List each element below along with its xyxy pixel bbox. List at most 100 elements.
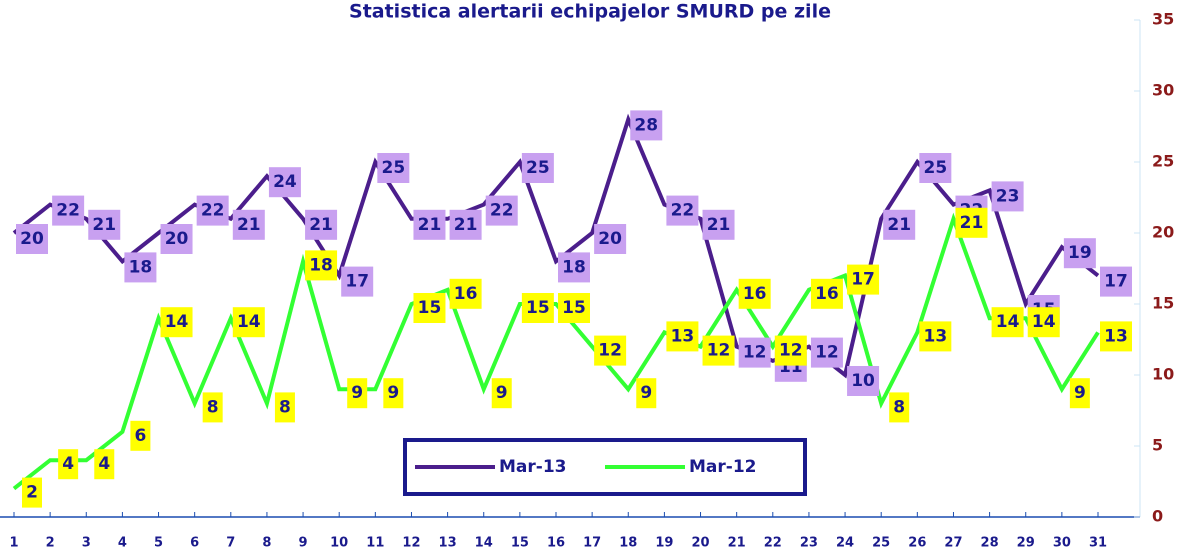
data-label: 12 <box>707 341 731 361</box>
data-label: 17 <box>1104 272 1128 292</box>
data-label: 15 <box>418 298 442 318</box>
data-label-box <box>160 224 193 254</box>
data-label-box <box>521 293 554 323</box>
x-tick-label: 25 <box>872 536 890 551</box>
data-label: 18 <box>309 255 333 275</box>
x-tick-label: 27 <box>944 536 962 551</box>
data-label-box <box>1069 378 1090 409</box>
data-label: 21 <box>960 213 984 233</box>
data-label-box <box>955 207 988 238</box>
x-tick-label: 7 <box>226 536 235 551</box>
data-label: 20 <box>20 229 44 249</box>
data-label-box <box>16 224 48 254</box>
data-label-box <box>558 293 590 323</box>
data-label-box <box>738 278 771 309</box>
y-tick-label: 20 <box>1152 223 1174 242</box>
data-label-box <box>991 307 1024 338</box>
data-label: 6 <box>134 426 146 446</box>
data-label-box <box>1100 266 1132 297</box>
data-label: 28 <box>634 115 658 135</box>
data-label: 8 <box>893 397 905 417</box>
data-label: 20 <box>598 229 622 249</box>
data-label-box <box>124 252 157 283</box>
data-label-box <box>666 195 699 226</box>
data-label-box <box>232 209 265 240</box>
data-label-box <box>485 195 518 226</box>
chart-title: Statistica alertarii echipajelor SMURD p… <box>349 1 831 23</box>
x-tick-label: 15 <box>511 536 529 551</box>
data-label-box <box>88 209 121 240</box>
data-label-box <box>383 378 404 409</box>
data-label-box <box>594 335 627 366</box>
data-label-box <box>1063 238 1096 269</box>
data-label: 18 <box>562 257 586 277</box>
data-label: 17 <box>851 270 875 290</box>
data-label-box <box>160 307 193 338</box>
data-label-box <box>341 266 374 297</box>
data-label-box <box>630 110 663 141</box>
x-tick-label: 6 <box>190 536 199 551</box>
data-label-box <box>268 167 301 198</box>
data-label: 25 <box>381 158 405 178</box>
data-label-box <box>1027 307 1060 338</box>
data-label-box <box>413 293 446 323</box>
data-label: 21 <box>887 215 911 235</box>
x-tick-label: 2 <box>46 536 55 551</box>
x-tick-label: 29 <box>1017 536 1035 551</box>
x-tick-label: 31 <box>1089 536 1107 551</box>
data-label: 22 <box>56 201 80 221</box>
data-label-box <box>94 449 115 480</box>
x-tick-label: 18 <box>619 536 637 551</box>
data-label-box <box>810 337 843 368</box>
data-label-box <box>991 181 1024 212</box>
data-label: 17 <box>345 272 369 292</box>
y-tick-label: 15 <box>1152 294 1174 313</box>
x-tick-label: 20 <box>691 536 709 551</box>
data-label-box <box>919 321 952 352</box>
data-label: 25 <box>923 158 947 178</box>
data-label-box <box>702 209 735 240</box>
x-tick-label: 26 <box>908 536 926 551</box>
x-tick-label: 5 <box>154 536 163 551</box>
data-label: 22 <box>671 201 695 221</box>
x-tick-label: 13 <box>439 536 457 551</box>
y-tick-label: 10 <box>1152 365 1174 384</box>
data-label: 15 <box>526 298 550 318</box>
data-label: 14 <box>165 312 189 332</box>
data-label-box <box>58 449 79 480</box>
x-tick-label: 23 <box>800 536 818 551</box>
x-tick-label: 9 <box>299 536 308 551</box>
x-tick-label: 30 <box>1053 536 1071 551</box>
data-label-box <box>52 195 85 226</box>
data-label-box <box>810 278 843 309</box>
x-tick-label: 8 <box>262 536 271 551</box>
data-label: 16 <box>743 284 767 304</box>
data-label-box <box>558 252 590 283</box>
data-label: 21 <box>92 215 116 235</box>
data-label: 13 <box>923 326 947 346</box>
x-tick-label: 16 <box>547 536 565 551</box>
x-tick-label: 3 <box>82 536 91 551</box>
x-tick-label: 12 <box>402 536 420 551</box>
data-label: 16 <box>815 284 839 304</box>
data-label: 13 <box>671 326 695 346</box>
x-tick-label: 11 <box>366 536 384 551</box>
data-label: 9 <box>351 383 363 403</box>
data-label-box <box>491 378 512 409</box>
x-tick-label: 22 <box>764 536 782 551</box>
data-label: 12 <box>779 341 803 361</box>
data-label: 21 <box>454 215 478 235</box>
y-tick-label: 30 <box>1152 81 1174 100</box>
data-label: 21 <box>309 215 333 235</box>
data-label-box <box>774 335 807 366</box>
data-label-box <box>196 195 229 226</box>
data-label: 24 <box>273 172 297 192</box>
data-label-box <box>232 307 265 338</box>
data-label-box <box>130 420 151 451</box>
data-label-box <box>413 209 446 240</box>
data-label: 14 <box>996 312 1020 332</box>
data-label: 10 <box>851 371 875 391</box>
data-label-box <box>202 392 223 423</box>
data-label-box <box>274 392 295 423</box>
x-tick-label: 4 <box>118 536 127 551</box>
